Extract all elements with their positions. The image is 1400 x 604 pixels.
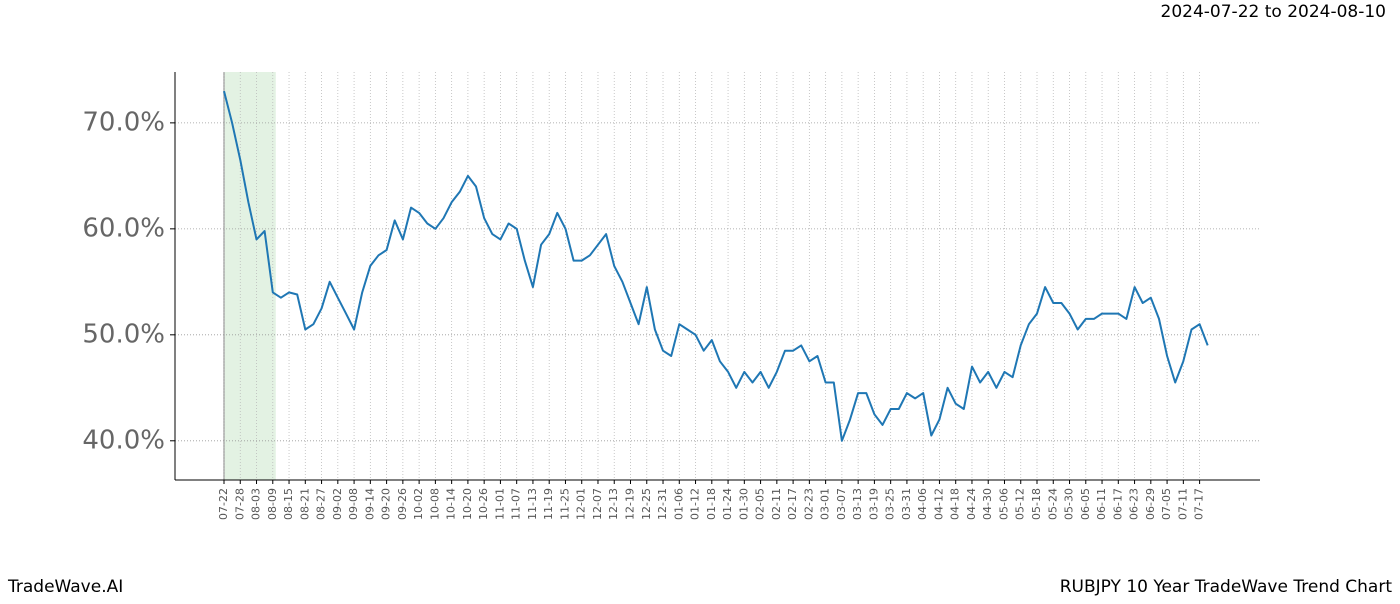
x-tick-label: 11-01 (493, 488, 506, 520)
x-tick-label: 10-14 (445, 488, 458, 520)
x-tick-label: 09-26 (396, 488, 409, 520)
x-tick-label: 09-08 (347, 488, 360, 520)
x-tick-label: 06-05 (1079, 488, 1092, 520)
x-tick-label: 04-18 (949, 488, 962, 520)
x-tick-label: 06-29 (1144, 488, 1157, 520)
chart-title: RUBJPY 10 Year TradeWave Trend Chart (1060, 577, 1393, 597)
x-tick-label: 12-13 (607, 488, 620, 520)
x-tick-label: 03-31 (900, 488, 913, 520)
x-tick-label: 03-25 (884, 488, 897, 520)
x-tick-label: 12-19 (624, 488, 637, 520)
x-tick-label: 04-30 (981, 488, 994, 520)
x-tick-label: 07-05 (1160, 488, 1173, 520)
x-tick-label: 09-20 (380, 488, 393, 520)
x-tick-label: 05-24 (1046, 488, 1059, 520)
y-tick-label: 60.0% (82, 213, 165, 243)
x-tick-label: 01-30 (737, 488, 750, 520)
x-tick-label: 02-17 (786, 488, 799, 520)
x-tick-label: 05-06 (997, 488, 1010, 520)
y-tick-label: 40.0% (82, 425, 165, 455)
x-tick-label: 05-18 (1030, 488, 1043, 520)
x-tick-label: 03-01 (819, 488, 832, 520)
x-tick-label: 11-19 (542, 488, 555, 520)
x-tick-label: 12-25 (640, 488, 653, 520)
x-tick-label: 11-13 (526, 488, 539, 520)
x-tick-label: 08-09 (266, 488, 279, 520)
x-tick-label: 07-22 (217, 488, 230, 520)
x-tick-label: 02-05 (754, 488, 767, 520)
x-tick-label: 04-24 (965, 488, 978, 520)
x-tick-label: 08-27 (315, 488, 328, 520)
x-tick-label: 10-08 (428, 488, 441, 520)
x-tick-label: 06-23 (1128, 488, 1141, 520)
x-tick-label: 01-24 (721, 488, 734, 520)
trend-line (223, 90, 1209, 442)
x-tick-label: 05-12 (1014, 488, 1027, 520)
y-tick-label: 50.0% (82, 319, 165, 349)
x-tick-label: 02-23 (802, 488, 815, 520)
x-tick-label: 05-30 (1063, 488, 1076, 520)
x-tick-label: 07-28 (233, 488, 246, 520)
x-tick-label: 01-06 (672, 488, 685, 520)
x-tick-label: 09-14 (363, 488, 376, 520)
x-tick-label: 08-15 (282, 488, 295, 520)
highlight-band (224, 72, 276, 480)
x-tick-label: 06-11 (1095, 488, 1108, 520)
x-tick-label: 04-12 (932, 488, 945, 520)
x-tick-label: 11-25 (558, 488, 571, 520)
x-tick-label: 12-07 (591, 488, 604, 520)
x-tick-label: 12-31 (656, 488, 669, 520)
date-range: 2024-07-22 to 2024-08-10 (1161, 2, 1386, 22)
x-tick-label: 07-11 (1176, 488, 1189, 520)
x-tick-label: 03-07 (835, 488, 848, 520)
x-tick-label: 07-17 (1193, 488, 1206, 520)
x-tick-label: 09-02 (331, 488, 344, 520)
x-tick-label: 10-20 (461, 488, 474, 520)
x-tick-label: 08-03 (250, 488, 263, 520)
x-tick-label: 03-19 (867, 488, 880, 520)
brand: TradeWave.AI (7, 577, 123, 597)
x-tick-label: 10-26 (477, 488, 490, 520)
x-tick-label: 04-06 (916, 488, 929, 520)
x-tick-label: 02-11 (770, 488, 783, 520)
x-tick-label: 08-21 (298, 488, 311, 520)
x-tick-label: 01-18 (705, 488, 718, 520)
x-tick-label: 10-02 (412, 488, 425, 520)
x-tick-label: 01-12 (689, 488, 702, 520)
x-tick-label: 03-13 (851, 488, 864, 520)
y-tick-label: 70.0% (82, 107, 165, 137)
x-tick-label: 12-01 (575, 488, 588, 520)
x-tick-label: 11-07 (510, 488, 523, 520)
x-tick-label: 06-17 (1111, 488, 1124, 520)
